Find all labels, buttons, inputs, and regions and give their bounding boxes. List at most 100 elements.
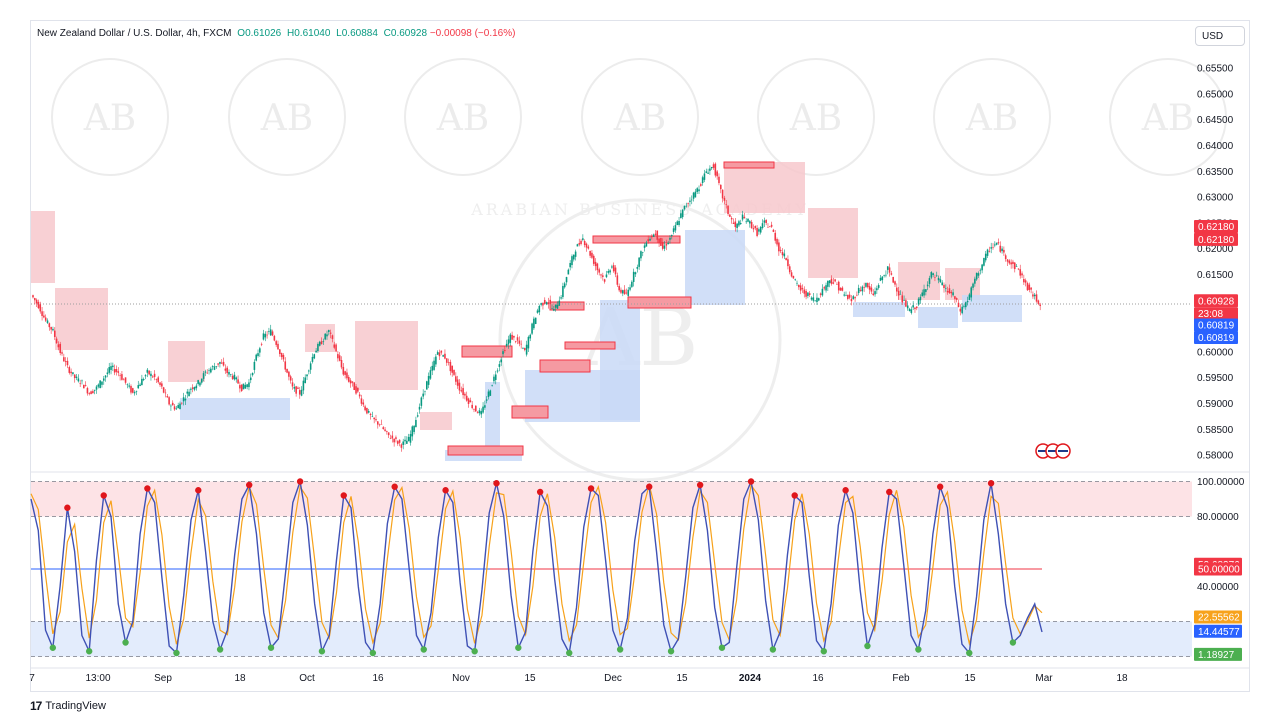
candle [101,381,103,388]
candle-body [119,375,121,376]
candle-body [300,389,303,396]
candle-body [133,392,136,394]
stoch-trough-dot [718,644,726,651]
candle-body [469,400,472,403]
candle [113,364,116,376]
candle [636,264,639,273]
candle-body [220,362,223,364]
candle [478,407,481,416]
candle [640,250,642,262]
candle-body [850,298,853,302]
candle-body [879,277,882,281]
candle-body [500,359,503,363]
candle [866,282,869,289]
candle [625,288,628,295]
candle-body [35,299,38,304]
candle [268,327,270,335]
candle-body [765,220,767,223]
candle-body [914,307,916,310]
candle-body [102,378,105,381]
candle-body [493,376,495,382]
stoch-trough-dot [122,639,129,646]
stochastic-panel[interactable] [30,478,1192,657]
order-block [447,445,524,456]
candle [892,276,894,284]
candle [995,242,998,246]
candle-body [92,391,94,394]
candle [932,272,934,278]
candle-body [863,287,865,288]
candle [830,275,833,286]
tradingview-brand[interactable]: 17 TradingView [30,699,106,713]
candle-body [640,251,642,259]
price-panel[interactable] [31,161,1192,461]
candle-body [917,298,920,305]
symbol-name[interactable]: New Zealand Dollar / U.S. Dollar, 4h, FX… [37,28,232,39]
currency-button[interactable]: USD [1195,26,1245,46]
candle [823,285,826,291]
price-tag [1194,330,1238,344]
candle [440,350,443,355]
candle-body [798,284,800,288]
candle [493,374,495,384]
candle [870,284,873,295]
candle-body [680,213,682,218]
candle [574,249,577,261]
candle [168,396,170,406]
candle-body [963,305,965,307]
candle [286,368,288,374]
candle [59,341,62,356]
candle [680,209,682,219]
candle-body [859,289,862,291]
candle-body [83,384,85,389]
candle-body [672,228,675,232]
candle [369,412,372,420]
candle-body [730,218,733,220]
candle-body [444,353,446,359]
candle-body [696,188,698,192]
candle-body [324,333,326,340]
candle [322,338,325,346]
candle-body [248,382,250,388]
candle [494,370,497,385]
candle [328,329,330,336]
candle [718,173,720,186]
candle-body [516,337,519,341]
candle [315,347,317,353]
demand-zone [485,382,500,452]
candle [538,304,541,316]
candle [302,376,305,395]
candle-body [710,166,713,169]
candle [246,383,248,390]
candle [660,237,662,247]
candle-body [925,289,927,292]
candle [612,262,615,273]
candle-body [761,223,764,229]
stoch-trough-dot [318,648,326,655]
candle [714,162,717,178]
candle [295,385,297,397]
candle [565,276,568,286]
candle [736,223,738,233]
candle [591,249,593,259]
candle-body [389,437,392,439]
candle [661,238,664,251]
candle [841,286,844,292]
candle-body [574,251,577,257]
candle [527,335,530,352]
candle-body [1024,280,1027,283]
candle [1006,258,1009,267]
candle [202,371,205,382]
candle-body [132,388,134,393]
candle-body [995,242,998,245]
price-axis-tick: 0.58000 [1197,451,1234,462]
order-block [511,405,549,419]
candle [975,272,978,281]
candle [387,432,390,438]
candle [244,382,247,389]
candle-body [560,297,562,299]
candle [592,254,595,266]
candle-body [415,419,417,428]
candle [734,218,737,232]
